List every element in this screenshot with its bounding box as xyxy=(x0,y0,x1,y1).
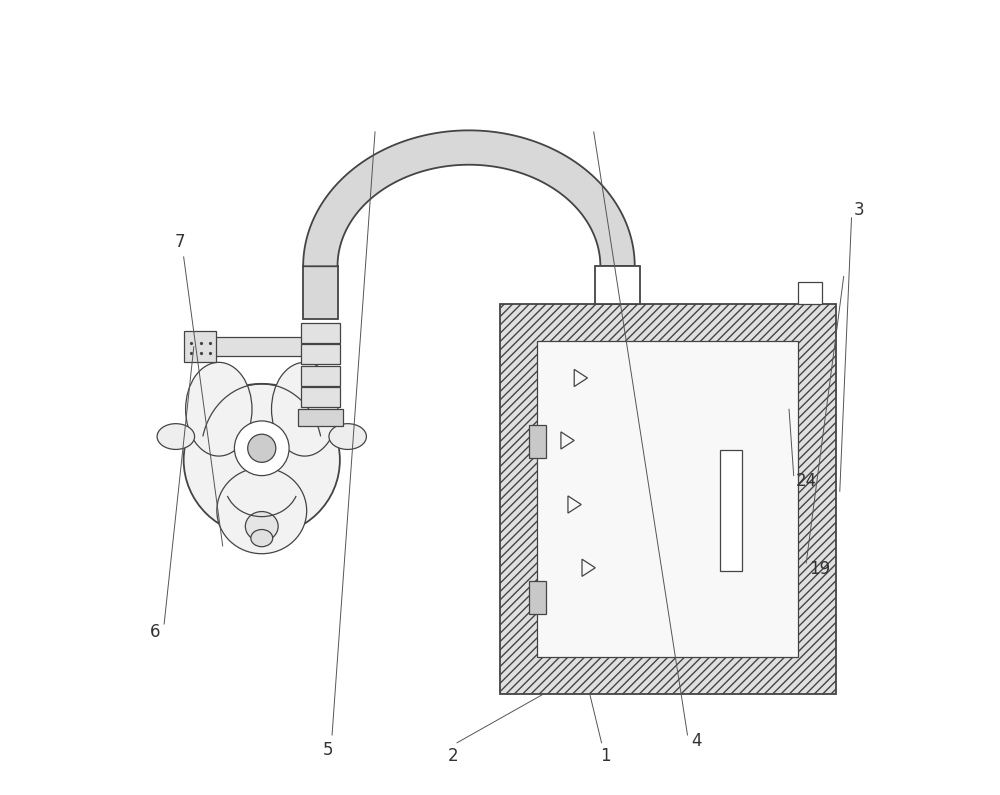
Bar xyxy=(595,266,640,304)
Bar xyxy=(529,581,546,614)
Bar xyxy=(720,450,742,571)
Text: 1: 1 xyxy=(600,747,611,766)
Bar xyxy=(301,366,340,386)
Text: 4: 4 xyxy=(691,732,702,750)
Ellipse shape xyxy=(217,467,307,554)
Ellipse shape xyxy=(251,529,273,547)
Ellipse shape xyxy=(157,424,195,449)
Bar xyxy=(500,304,836,694)
Bar xyxy=(798,282,822,304)
Text: 19: 19 xyxy=(809,560,830,578)
Ellipse shape xyxy=(272,363,338,456)
Bar xyxy=(537,341,798,657)
Bar xyxy=(298,409,343,426)
Text: 7: 7 xyxy=(174,233,185,250)
Text: 3: 3 xyxy=(854,201,864,219)
Bar xyxy=(184,331,216,363)
Polygon shape xyxy=(303,130,635,266)
Text: 6: 6 xyxy=(150,622,160,641)
Ellipse shape xyxy=(329,424,366,449)
Circle shape xyxy=(248,434,276,463)
Bar xyxy=(213,337,320,356)
Ellipse shape xyxy=(184,384,340,536)
Text: 2: 2 xyxy=(448,747,458,766)
Bar xyxy=(301,344,340,364)
Text: 5: 5 xyxy=(323,741,333,759)
Bar xyxy=(529,425,546,458)
Ellipse shape xyxy=(186,363,252,456)
Ellipse shape xyxy=(245,511,278,541)
Bar xyxy=(301,324,340,343)
Circle shape xyxy=(234,421,289,475)
Bar xyxy=(303,266,338,320)
Text: 24: 24 xyxy=(796,472,817,490)
Bar xyxy=(301,387,340,407)
